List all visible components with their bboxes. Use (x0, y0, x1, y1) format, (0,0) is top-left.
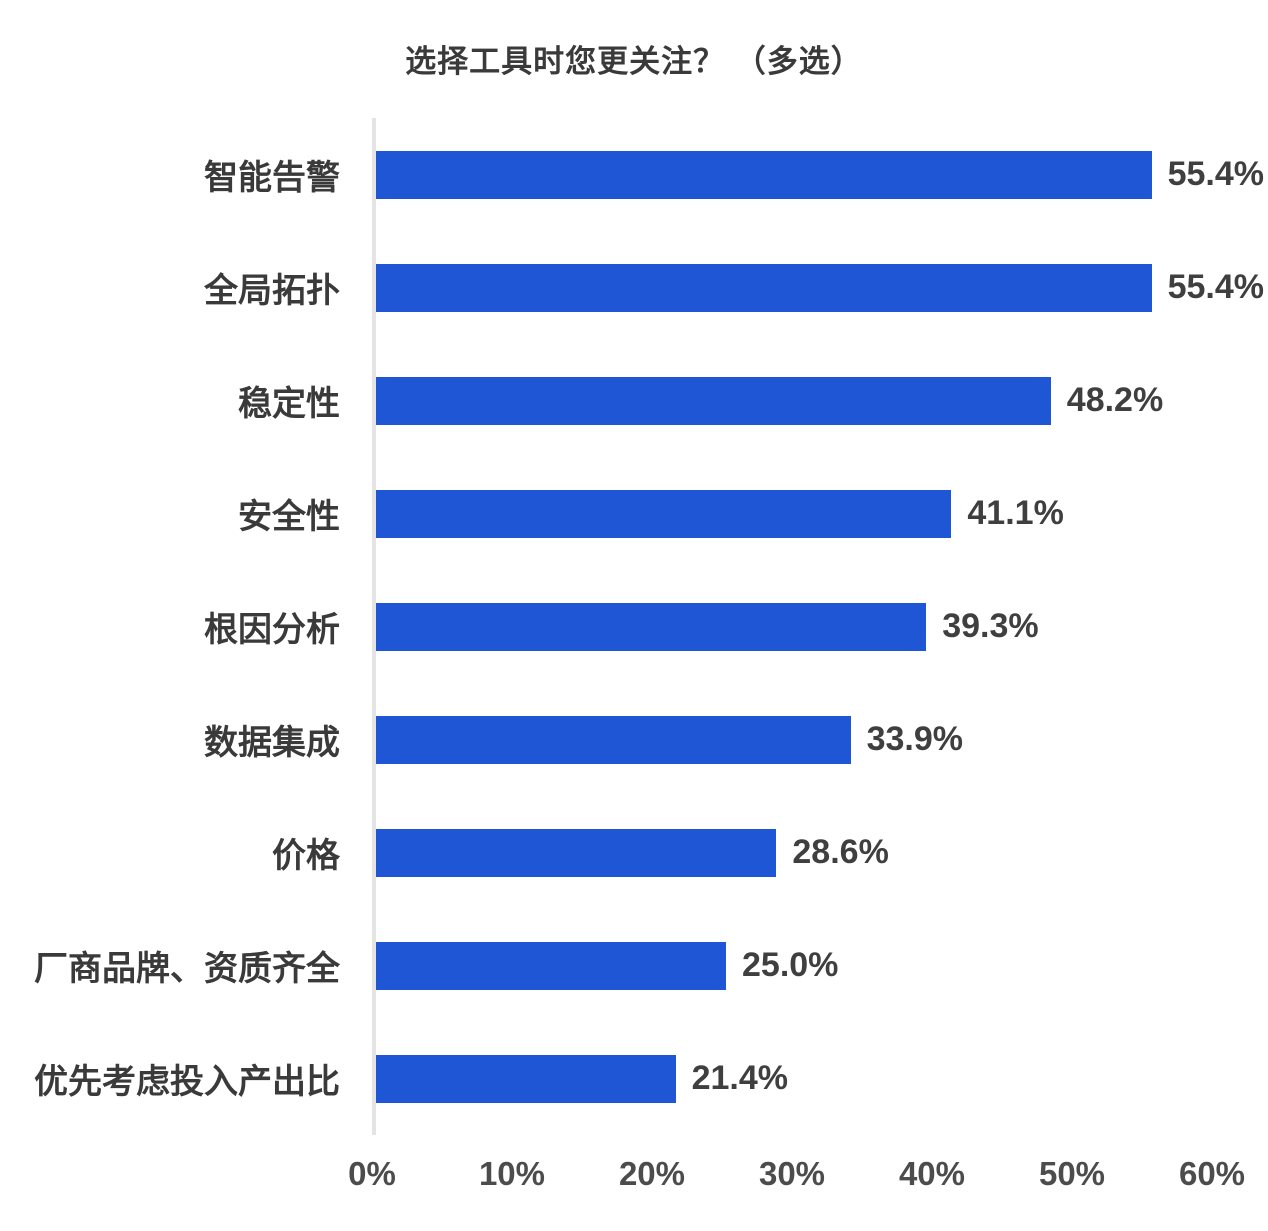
category-label: 智能告警 (204, 159, 340, 197)
category-label: 价格 (272, 837, 340, 875)
bar-rows: 智能告警 55.4% 全局拓扑 55.4% 稳定性 48.2% 安全性 (0, 118, 1268, 1135)
bar-track: 41.1% (376, 489, 1216, 538)
bar-row: 价格 28.6% (0, 796, 1268, 909)
x-tick-label: 20% (618, 1155, 686, 1192)
bar-row: 稳定性 48.2% (0, 344, 1268, 457)
bar-row: 厂商品牌、资质齐全 25.0% (0, 909, 1268, 1022)
value-bar (376, 715, 851, 764)
bar-row: 优先考虑投入产出比 21.4% (0, 1022, 1268, 1135)
x-tick-label: 10% (478, 1155, 546, 1192)
bar-track: 25.0% (376, 941, 1216, 990)
value-label: 55.4% (1167, 268, 1264, 306)
value-label: 41.1% (967, 494, 1064, 532)
x-tick-label: 0% (348, 1155, 396, 1192)
bar-track: 55.4% (376, 263, 1264, 312)
value-bar (376, 828, 777, 877)
category-label: 根因分析 (204, 611, 340, 649)
value-label: 25.0% (742, 946, 839, 984)
value-bar (376, 489, 952, 538)
y-axis-line (372, 118, 376, 1135)
bar-row: 全局拓扑 55.4% (0, 231, 1268, 344)
x-tick-label: 50% (1038, 1155, 1106, 1192)
chart-title: 选择工具时您更关注？ （多选） (405, 44, 863, 79)
bar-row: 安全性 41.1% (0, 457, 1268, 570)
category-label: 稳定性 (238, 385, 340, 423)
value-label: 21.4% (691, 1059, 788, 1097)
bar-row: 智能告警 55.4% (0, 118, 1268, 231)
category-label: 全局拓扑 (204, 272, 340, 310)
value-bar (376, 376, 1051, 425)
value-label: 55.4% (1167, 155, 1264, 193)
x-axis: 0% 10% 20% 30% 40% 50% 60% (348, 1155, 1245, 1205)
value-label: 39.3% (942, 607, 1039, 645)
category-label: 厂商品牌、资质齐全 (34, 950, 340, 988)
x-tick-label: 40% (898, 1155, 966, 1192)
value-bar (376, 602, 927, 651)
value-label: 48.2% (1066, 381, 1164, 419)
bar-track: 21.4% (376, 1054, 1216, 1103)
value-bar (376, 941, 726, 990)
category-label: 优先考虑投入产出比 (34, 1063, 340, 1101)
value-label: 33.9% (866, 720, 963, 758)
value-label: 28.6% (792, 833, 889, 871)
bar-row: 根因分析 39.3% (0, 570, 1268, 683)
value-bar (376, 150, 1152, 199)
x-tick-label: 60% (1178, 1155, 1246, 1192)
bar-track: 39.3% (376, 602, 1216, 651)
value-bar (376, 263, 1152, 312)
value-bar (376, 1054, 676, 1103)
bar-track: 55.4% (376, 150, 1264, 199)
bar-track: 28.6% (376, 828, 1216, 877)
bar-row: 数据集成 33.9% (0, 683, 1268, 796)
bar-track: 33.9% (376, 715, 1216, 764)
category-label: 数据集成 (204, 724, 340, 762)
bar-track: 48.2% (376, 376, 1216, 425)
category-label: 安全性 (238, 498, 340, 536)
x-tick-label: 30% (758, 1155, 826, 1192)
